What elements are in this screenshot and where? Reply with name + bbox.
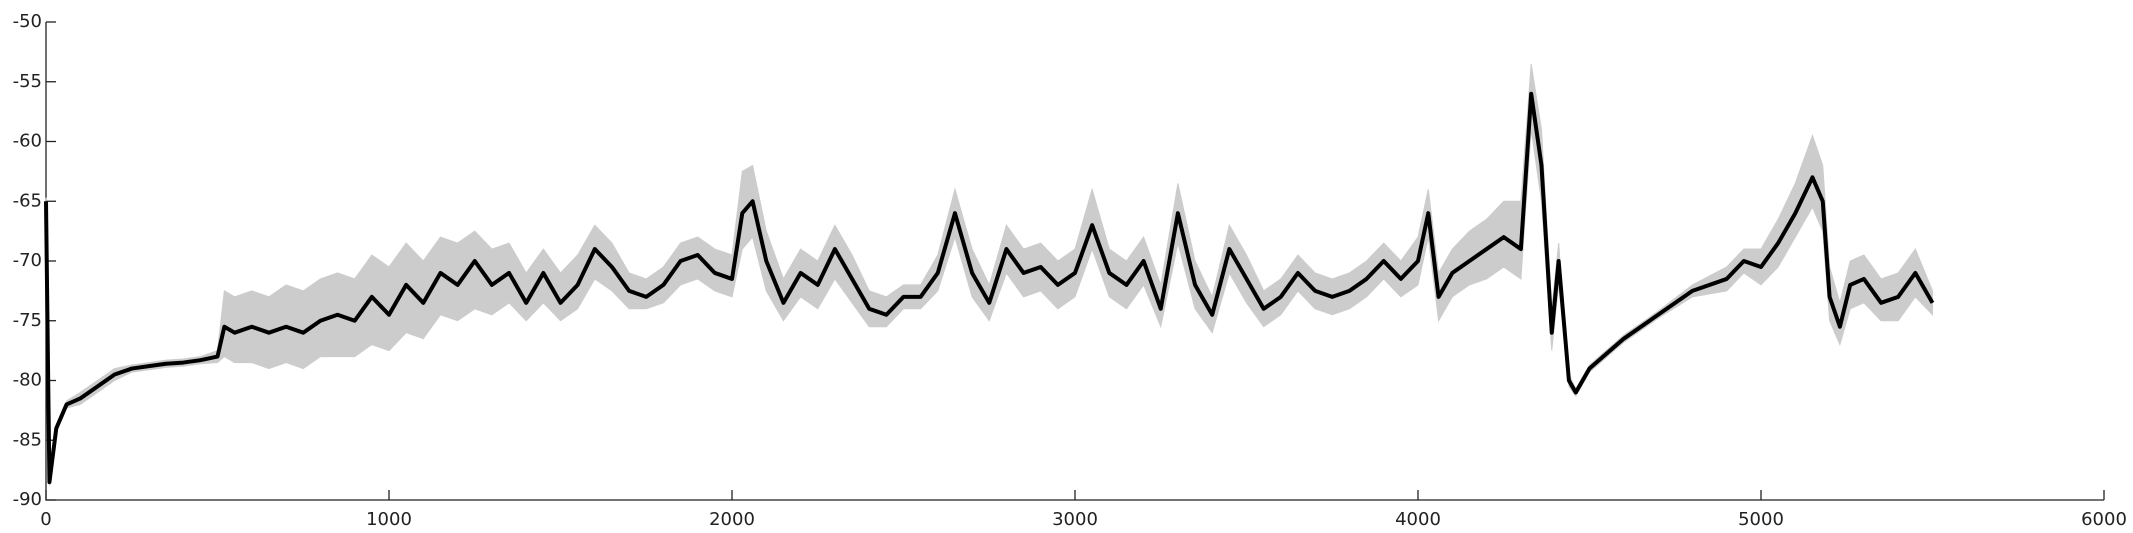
band [45, 63, 1933, 486]
y-tick-label: -70 [13, 250, 42, 271]
y-tick-label: -85 [13, 429, 42, 450]
x-tick-label: 4000 [1395, 509, 1441, 530]
y-tick-label: -65 [13, 190, 42, 211]
y-tick-label: -55 [13, 71, 42, 92]
y-tick-label: -90 [13, 489, 42, 510]
x-tick-label: 2000 [709, 509, 755, 530]
line [44, 91, 1935, 485]
y-tick-label: -80 [13, 370, 42, 391]
x-tick-label: 1000 [366, 509, 412, 530]
x-tick-label: 6000 [2081, 509, 2127, 530]
y-tick-label: -50 [13, 11, 42, 32]
y-tick-label: -75 [13, 310, 42, 331]
x-tick-label: 5000 [1738, 509, 1784, 530]
y-tick-label: -60 [13, 131, 42, 152]
x-tick-label: 3000 [1052, 509, 1098, 530]
x-tick-label: 0 [40, 509, 51, 530]
